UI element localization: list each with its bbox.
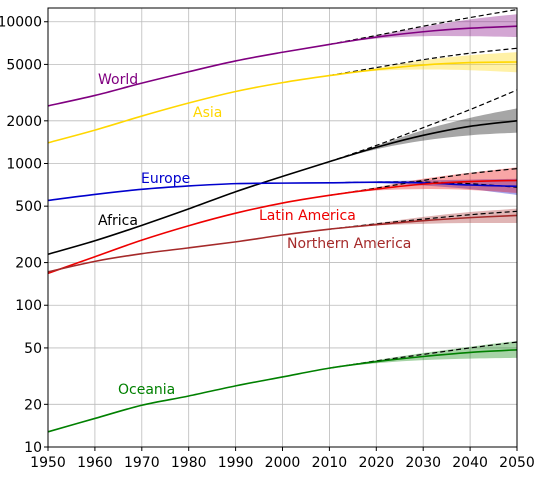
series-line-northern-america [47, 214, 518, 273]
y-tick-label-500: 500 [15, 199, 42, 215]
y-tick-label-5000: 5000 [6, 57, 42, 73]
high-variant-line-africa [329, 89, 518, 163]
y-tick-label-1000: 1000 [6, 156, 42, 172]
x-tick-label-2050: 2050 [499, 455, 535, 471]
series-label-europe: Europe [141, 171, 190, 187]
y-tick-label-10: 10 [24, 440, 42, 456]
series-line-world [47, 25, 518, 107]
series-lines [47, 25, 518, 433]
plot-frame [47, 7, 518, 448]
y-tick-label-200: 200 [15, 256, 42, 272]
y-tick-label-20: 20 [24, 397, 42, 413]
series-labels: World Asia Africa Europe Latin America N… [98, 72, 411, 398]
series-label-world: World [98, 72, 138, 88]
x-tick-label-1960: 1960 [77, 455, 113, 471]
x-tick-label-2040: 2040 [452, 455, 488, 471]
y-tick-labels: 10 20 50 100 200 500 1000 2000 5000 10000 [0, 15, 48, 456]
series-line-asia [47, 61, 518, 144]
series-line-africa [47, 120, 518, 256]
y-tick-label-10000: 10000 [0, 15, 42, 31]
series-label-latin-america: Latin America [259, 208, 356, 224]
series-line-latin-america [47, 179, 518, 275]
x-tick-label-1990: 1990 [218, 455, 254, 471]
x-tick-labels: 1950 1960 1970 1980 1990 2000 2010 2020 2030 2040… [30, 447, 535, 471]
y-tick-label-2000: 2000 [6, 114, 42, 130]
series-label-oceania: Oceania [118, 382, 175, 398]
x-tick-label-1970: 1970 [124, 455, 160, 471]
series-line-oceania [47, 348, 518, 433]
x-tick-label-2010: 2010 [312, 455, 348, 471]
high-variant-line-world [329, 8, 518, 45]
x-tick-label-1980: 1980 [171, 455, 207, 471]
x-tick-label-2020: 2020 [358, 455, 394, 471]
high-variant-line-asia [329, 47, 518, 77]
x-tick-label-2030: 2030 [405, 455, 441, 471]
series-label-africa: Africa [98, 213, 138, 229]
y-tick-label-100: 100 [15, 298, 42, 314]
x-tick-label-2000: 2000 [265, 455, 301, 471]
series-label-northern-america: Northern America [287, 236, 411, 252]
series-label-asia: Asia [193, 105, 222, 121]
y-tick-label-50: 50 [24, 341, 42, 357]
x-tick-label-1950: 1950 [30, 455, 66, 471]
